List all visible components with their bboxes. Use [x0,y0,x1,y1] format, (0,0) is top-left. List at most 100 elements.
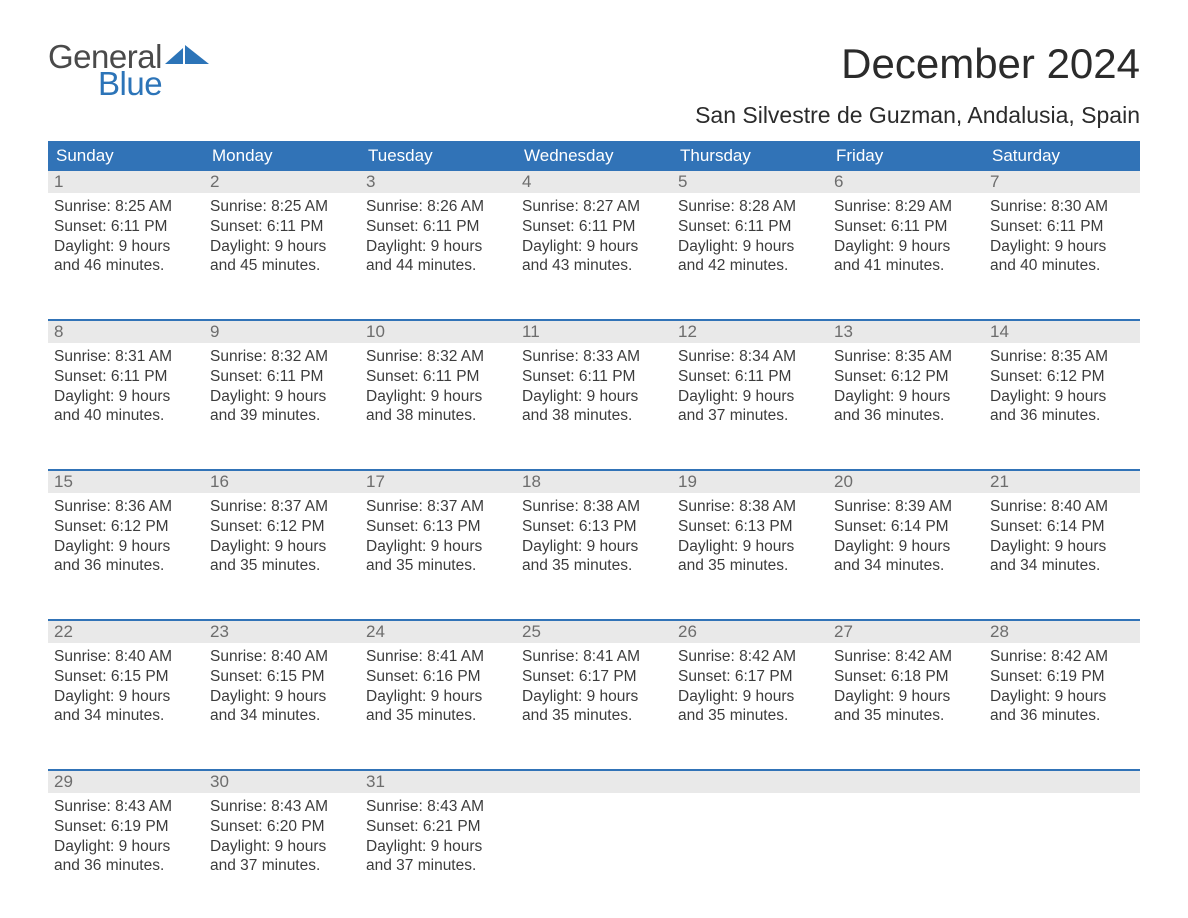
day-details: Sunrise: 8:40 AMSunset: 6:15 PMDaylight:… [48,643,204,734]
daylight-text-1: Daylight: 9 hours [990,537,1134,557]
daylight-text-1: Daylight: 9 hours [522,237,666,257]
sunset-text: Sunset: 6:12 PM [210,517,354,537]
sunrise-text: Sunrise: 8:35 AM [990,347,1134,367]
daylight-text-1: Daylight: 9 hours [366,837,510,857]
sunrise-text: Sunrise: 8:26 AM [366,197,510,217]
day-details: Sunrise: 8:35 AMSunset: 6:12 PMDaylight:… [828,343,984,434]
calendar-day [672,793,828,911]
sunrise-text: Sunrise: 8:43 AM [366,797,510,817]
day-details: Sunrise: 8:27 AMSunset: 6:11 PMDaylight:… [516,193,672,284]
day-details [516,793,672,805]
day-details [828,793,984,805]
sunrise-text: Sunrise: 8:31 AM [54,347,198,367]
sunset-text: Sunset: 6:13 PM [678,517,822,537]
sunset-text: Sunset: 6:14 PM [834,517,978,537]
daylight-text-2: and 36 minutes. [54,856,198,876]
sunrise-text: Sunrise: 8:32 AM [366,347,510,367]
weekday-header: Sunday [48,141,204,171]
day-details: Sunrise: 8:43 AMSunset: 6:19 PMDaylight:… [48,793,204,884]
week-daynum-strip: 891011121314 [48,319,1140,343]
calendar-day: Sunrise: 8:27 AMSunset: 6:11 PMDaylight:… [516,193,672,311]
weekday-header-row: Sunday Monday Tuesday Wednesday Thursday… [48,141,1140,171]
day-details: Sunrise: 8:35 AMSunset: 6:12 PMDaylight:… [984,343,1140,434]
day-number: 4 [516,171,672,193]
calendar-day: Sunrise: 8:33 AMSunset: 6:11 PMDaylight:… [516,343,672,461]
weekday-header: Monday [204,141,360,171]
daylight-text-1: Daylight: 9 hours [366,387,510,407]
day-details: Sunrise: 8:37 AMSunset: 6:13 PMDaylight:… [360,493,516,584]
sunset-text: Sunset: 6:20 PM [210,817,354,837]
calendar-day: Sunrise: 8:26 AMSunset: 6:11 PMDaylight:… [360,193,516,311]
day-details: Sunrise: 8:25 AMSunset: 6:11 PMDaylight:… [204,193,360,284]
day-details: Sunrise: 8:40 AMSunset: 6:14 PMDaylight:… [984,493,1140,584]
day-details: Sunrise: 8:29 AMSunset: 6:11 PMDaylight:… [828,193,984,284]
sunrise-text: Sunrise: 8:39 AM [834,497,978,517]
day-number: 1 [48,171,204,193]
sunset-text: Sunset: 6:11 PM [210,367,354,387]
sunset-text: Sunset: 6:11 PM [522,367,666,387]
sunrise-text: Sunrise: 8:28 AM [678,197,822,217]
daylight-text-1: Daylight: 9 hours [678,537,822,557]
sunset-text: Sunset: 6:12 PM [990,367,1134,387]
sunset-text: Sunset: 6:11 PM [678,367,822,387]
day-details: Sunrise: 8:34 AMSunset: 6:11 PMDaylight:… [672,343,828,434]
week-row: Sunrise: 8:25 AMSunset: 6:11 PMDaylight:… [48,193,1140,311]
day-number: 17 [360,471,516,493]
daylight-text-1: Daylight: 9 hours [522,537,666,557]
day-details: Sunrise: 8:37 AMSunset: 6:12 PMDaylight:… [204,493,360,584]
daylight-text-1: Daylight: 9 hours [834,537,978,557]
sunset-text: Sunset: 6:16 PM [366,667,510,687]
day-number: 11 [516,321,672,343]
day-details: Sunrise: 8:42 AMSunset: 6:18 PMDaylight:… [828,643,984,734]
day-number [984,771,1140,793]
daylight-text-2: and 35 minutes. [210,556,354,576]
daylight-text-2: and 42 minutes. [678,256,822,276]
calendar-day: Sunrise: 8:34 AMSunset: 6:11 PMDaylight:… [672,343,828,461]
day-details: Sunrise: 8:33 AMSunset: 6:11 PMDaylight:… [516,343,672,434]
calendar-day: Sunrise: 8:42 AMSunset: 6:17 PMDaylight:… [672,643,828,761]
day-details: Sunrise: 8:38 AMSunset: 6:13 PMDaylight:… [516,493,672,584]
sunrise-text: Sunrise: 8:42 AM [834,647,978,667]
daylight-text-1: Daylight: 9 hours [678,387,822,407]
day-number: 16 [204,471,360,493]
day-details: Sunrise: 8:42 AMSunset: 6:17 PMDaylight:… [672,643,828,734]
day-details [984,793,1140,805]
day-number: 22 [48,621,204,643]
calendar-day: Sunrise: 8:40 AMSunset: 6:15 PMDaylight:… [48,643,204,761]
sunset-text: Sunset: 6:17 PM [678,667,822,687]
daylight-text-2: and 34 minutes. [834,556,978,576]
calendar-day: Sunrise: 8:40 AMSunset: 6:15 PMDaylight:… [204,643,360,761]
daylight-text-2: and 34 minutes. [54,706,198,726]
calendar-day: Sunrise: 8:28 AMSunset: 6:11 PMDaylight:… [672,193,828,311]
day-number: 25 [516,621,672,643]
week-daynum-strip: 15161718192021 [48,469,1140,493]
day-details: Sunrise: 8:25 AMSunset: 6:11 PMDaylight:… [48,193,204,284]
calendar-day: Sunrise: 8:41 AMSunset: 6:17 PMDaylight:… [516,643,672,761]
sunrise-text: Sunrise: 8:25 AM [54,197,198,217]
day-details: Sunrise: 8:26 AMSunset: 6:11 PMDaylight:… [360,193,516,284]
location: San Silvestre de Guzman, Andalusia, Spai… [695,102,1140,129]
daylight-text-1: Daylight: 9 hours [54,837,198,857]
calendar-day: Sunrise: 8:39 AMSunset: 6:14 PMDaylight:… [828,493,984,611]
daylight-text-2: and 38 minutes. [366,406,510,426]
daylight-text-1: Daylight: 9 hours [834,687,978,707]
day-details: Sunrise: 8:32 AMSunset: 6:11 PMDaylight:… [204,343,360,434]
daylight-text-2: and 38 minutes. [522,406,666,426]
daylight-text-2: and 37 minutes. [210,856,354,876]
daylight-text-1: Daylight: 9 hours [990,387,1134,407]
daylight-text-1: Daylight: 9 hours [990,687,1134,707]
logo-flag-icon [165,42,209,68]
sunset-text: Sunset: 6:19 PM [990,667,1134,687]
weekday-header: Thursday [672,141,828,171]
day-number [672,771,828,793]
sunrise-text: Sunrise: 8:32 AM [210,347,354,367]
daylight-text-1: Daylight: 9 hours [210,537,354,557]
daylight-text-2: and 40 minutes. [990,256,1134,276]
daylight-text-1: Daylight: 9 hours [990,237,1134,257]
sunrise-text: Sunrise: 8:29 AM [834,197,978,217]
day-number: 28 [984,621,1140,643]
sunrise-text: Sunrise: 8:33 AM [522,347,666,367]
daylight-text-2: and 44 minutes. [366,256,510,276]
daylight-text-2: and 37 minutes. [678,406,822,426]
daylight-text-1: Daylight: 9 hours [522,387,666,407]
